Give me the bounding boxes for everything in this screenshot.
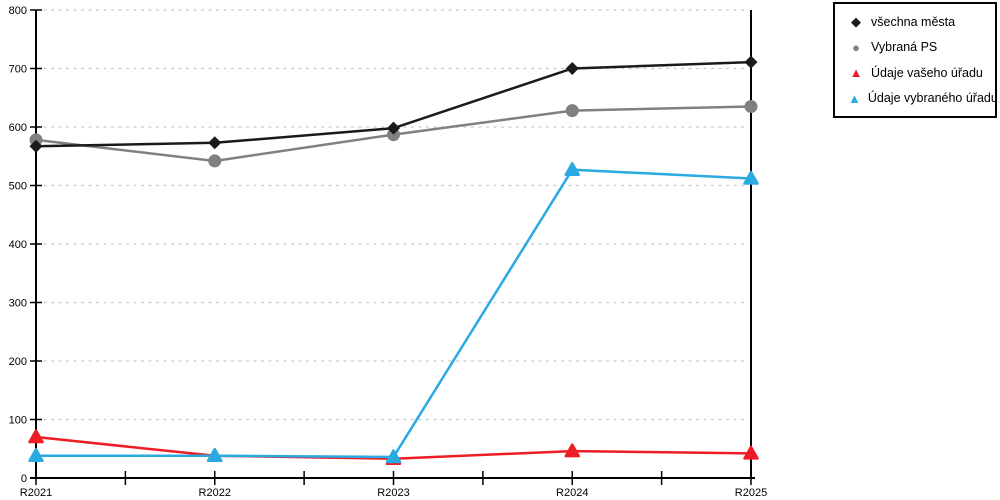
legend-label: Údaje vybraného úřadu [867,91,998,105]
data-point-marker [744,100,758,114]
x-axis-tick-label: R2025 [735,487,767,499]
data-point-marker [743,445,759,460]
y-axis-tick-label: 500 [9,181,27,193]
data-point-marker [564,443,580,458]
data-point-marker [208,154,222,168]
x-axis-tick-label: R2021 [20,487,52,499]
data-point-marker [28,448,44,463]
x-axis-tick-label: R2023 [377,487,409,499]
legend-item-udaje-vybraneho-uradu: ▲ Údaje vybraného úřadu [848,90,998,106]
legend-item-vybrana-ps: ● Vybraná PS [848,41,991,54]
data-point-marker [29,139,43,153]
data-point-marker [28,429,44,444]
data-point-marker [564,161,580,176]
y-axis-tick-label: 800 [9,5,27,17]
data-point-marker [565,104,579,118]
circle-marker-icon: ● [852,39,860,55]
legend-item-vsechna-mesta: ◆ všechna města [848,15,991,28]
x-axis-tick-label: R2022 [199,487,231,499]
data-point-marker [565,62,579,75]
series-line-3 [36,168,752,459]
data-point-marker [744,55,758,69]
diamond-marker-icon: ◆ [851,14,861,30]
data-point-marker [207,448,223,463]
data-point-marker [743,170,759,185]
y-axis-tick-label: 700 [9,64,27,76]
y-axis-tick-label: 100 [9,415,27,427]
y-axis-tick-label: 200 [9,356,27,368]
y-axis-tick-label: 600 [9,122,27,134]
legend-label: Vybraná PS [871,40,938,54]
legend-label: všechna města [871,14,956,29]
x-axis-tick-label: R2024 [556,487,588,499]
triangle-marker-icon: ▲ [848,90,861,106]
legend-label: Údaje vašeho úřadu [871,65,983,80]
triangle-marker-icon: ▲ [849,65,863,81]
data-point-marker [208,136,222,150]
y-axis-tick-label: 0 [21,473,27,485]
legend-item-udaje-vaseho-uradu: ▲ Údaje vašeho úřadu [848,66,991,79]
data-point-marker [385,449,402,464]
legend-box: ◆ všechna města ● Vybraná PS ▲ Údaje vaš… [833,2,998,118]
data-point-marker [387,121,400,135]
y-axis-tick-label: 300 [9,298,27,310]
y-axis-tick-label: 400 [9,239,27,251]
